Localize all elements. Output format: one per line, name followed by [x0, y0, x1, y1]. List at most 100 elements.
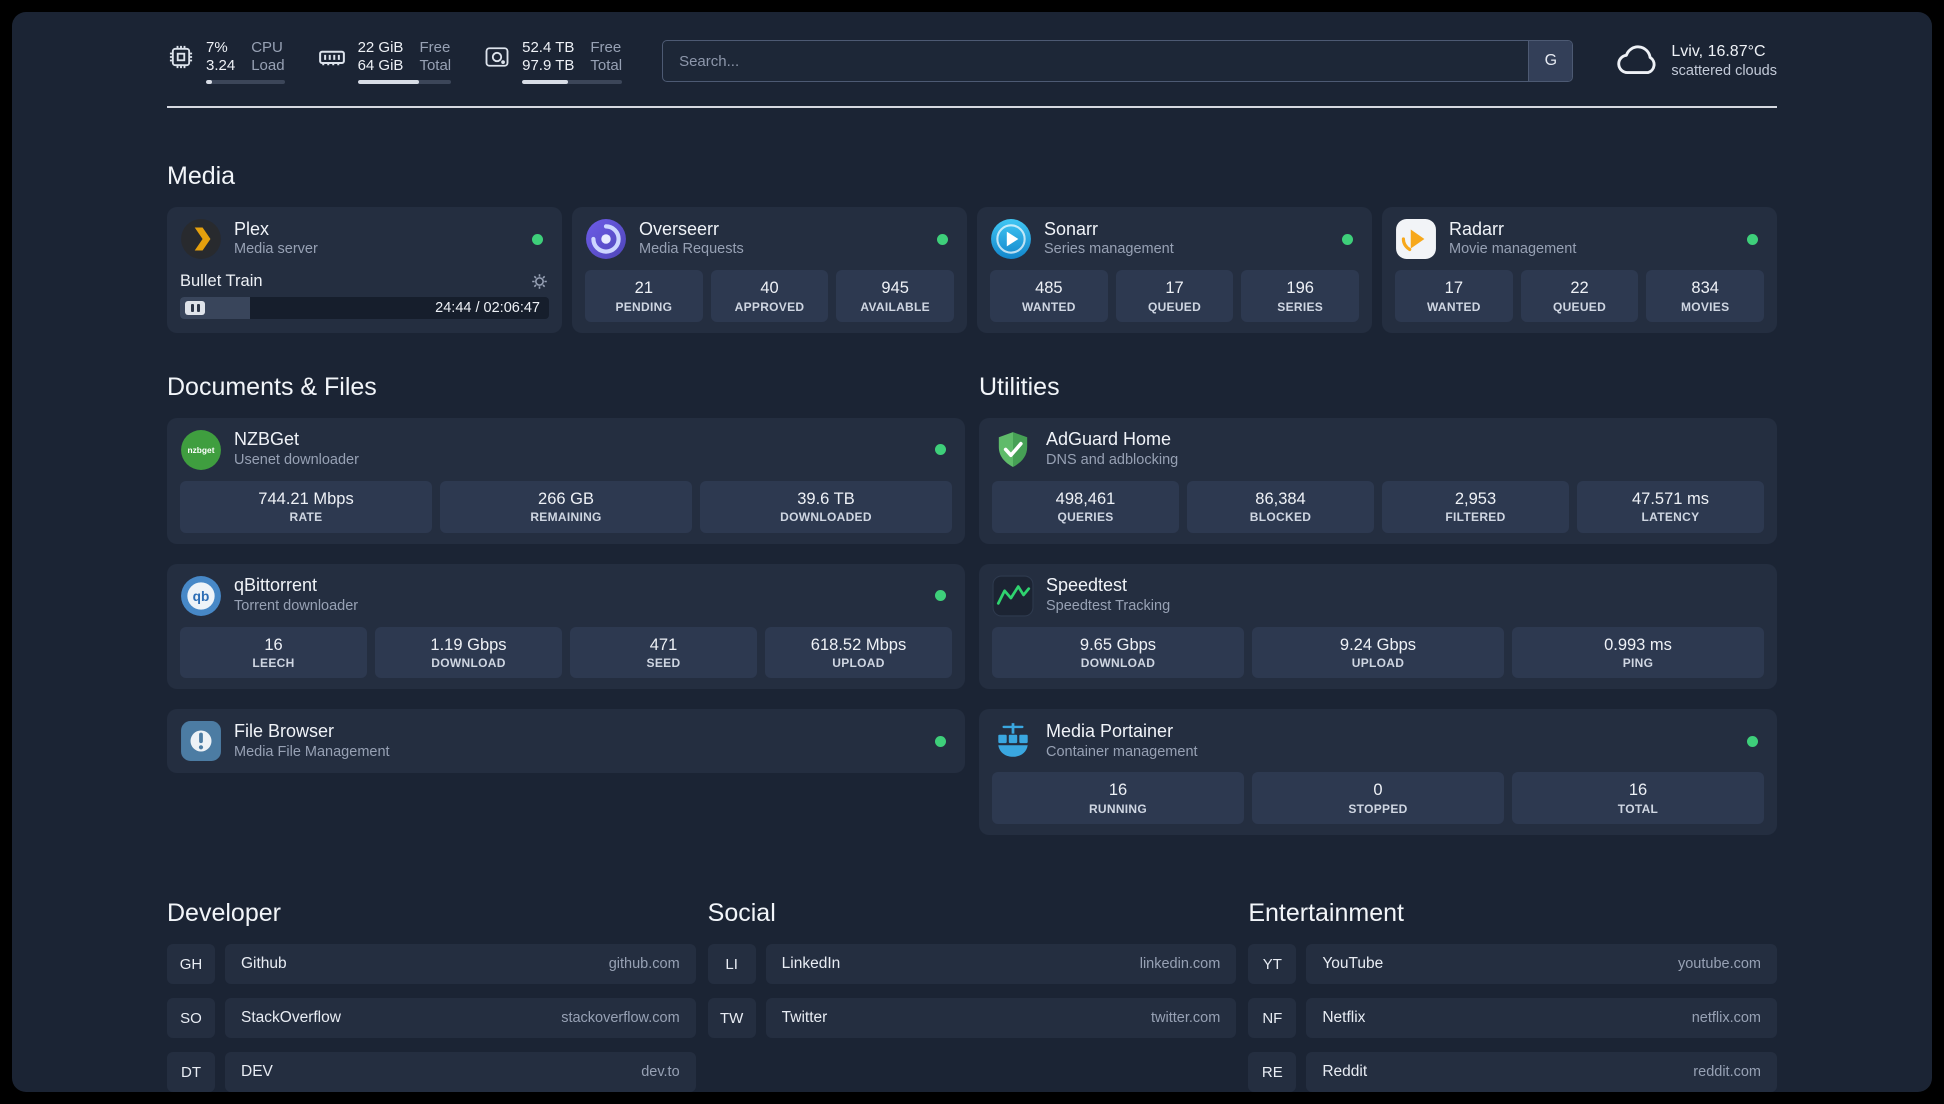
app-name: NZBGet: [234, 429, 300, 450]
pause-icon[interactable]: [185, 301, 205, 315]
bookmark-abbr[interactable]: NF: [1248, 998, 1297, 1039]
overseerr-link[interactable]: Overseerr Media Requests: [585, 218, 954, 260]
memory-progress-track: [357, 79, 452, 84]
app-description: Container management: [1046, 743, 1198, 760]
app-name: Radarr: [1449, 218, 1505, 239]
divider: [167, 106, 1777, 108]
stats-row: 21 PENDING 40 APPROVED 945 AVAILABLE: [585, 270, 955, 322]
cpu-load-label: Load: [251, 56, 285, 74]
stats-row: 744.21 Mbps RATE 266 GB REMAINING 39.6 T…: [180, 480, 952, 533]
radarr-link[interactable]: Radarr Movie management: [1395, 218, 1764, 260]
bookmark-item[interactable]: DT DEV dev.to: [167, 1052, 696, 1092]
bookmark-abbr[interactable]: TW: [707, 998, 756, 1039]
bookmark-item[interactable]: GH Github github.com: [167, 944, 696, 985]
svg-text:qb: qb: [193, 589, 210, 604]
stat-tile: 834 MOVIES: [1646, 270, 1765, 322]
bookmark-item[interactable]: RE Reddit reddit.com: [1248, 1052, 1777, 1092]
stat-label: LEECH: [252, 656, 295, 671]
adguard-link[interactable]: AdGuard Home DNS and adblocking: [992, 429, 1764, 471]
stats-row: 498,461 QUERIES 86,384 BLOCKED 2,953 FIL…: [992, 480, 1764, 533]
weather-condition: scattered clouds: [1671, 63, 1777, 79]
bookmark-item[interactable]: LI LinkedIn linkedin.com: [707, 944, 1237, 985]
bookmark-link[interactable]: StackOverflow stackoverflow.com: [225, 998, 696, 1039]
playback-progress-bar[interactable]: 24:44 / 02:06:47: [180, 297, 549, 319]
bookmark-domain: twitter.com: [1151, 1010, 1221, 1027]
stat-value: 498,461: [1055, 489, 1116, 508]
bookmark-item[interactable]: SO StackOverflow stackoverflow.com: [167, 998, 696, 1039]
speedtest-link[interactable]: Speedtest Speedtest Tracking: [992, 575, 1764, 617]
stat-label: UPLOAD: [1351, 656, 1405, 671]
stat-value: 266 GB: [538, 489, 594, 508]
bookmark-item[interactable]: TW Twitter twitter.com: [707, 998, 1237, 1039]
app-name: Media Portainer: [1046, 721, 1174, 742]
bookmark-link[interactable]: Reddit reddit.com: [1306, 1052, 1777, 1092]
bookmark-name: DEV: [241, 1063, 273, 1081]
plex-link[interactable]: Plex Media server: [180, 218, 549, 260]
stat-value: 9.65 Gbps: [1079, 635, 1157, 654]
section-title-developer: Developer: [167, 899, 281, 928]
bookmark-abbr[interactable]: YT: [1248, 944, 1297, 985]
bookmark-link[interactable]: Twitter twitter.com: [765, 998, 1237, 1039]
section-title-social: Social: [707, 899, 776, 928]
stat-label: QUEUED: [1147, 299, 1202, 314]
bookmark-abbr[interactable]: SO: [167, 998, 215, 1039]
bookmark-link[interactable]: DEV dev.to: [225, 1052, 696, 1092]
status-dot: [1747, 735, 1758, 747]
app-name: AdGuard Home: [1046, 429, 1172, 450]
filebrowser-link[interactable]: File Browser Media File Management: [180, 720, 952, 762]
stat-value: 47.571 ms: [1631, 489, 1710, 508]
status-dot: [1747, 233, 1758, 245]
bookmark-name: LinkedIn: [781, 955, 841, 973]
top-bar: 7% CPU 3.24 Load 22 GiB: [167, 12, 1777, 84]
bookmark-link[interactable]: Github github.com: [225, 944, 696, 985]
stat-label: TOTAL: [1617, 802, 1659, 817]
stat-label: SEED: [646, 656, 681, 671]
cpu-progress-track: [206, 79, 285, 84]
bookmark-item[interactable]: NF Netflix netflix.com: [1248, 998, 1777, 1039]
bookmark-domain: stackoverflow.com: [561, 1010, 680, 1027]
dashboard: 7% CPU 3.24 Load 22 GiB: [12, 12, 1932, 1092]
stat-value: 945: [881, 279, 909, 297]
cloud-icon: [1613, 38, 1659, 84]
sonarr-icon: [990, 218, 1032, 260]
bookmark-abbr[interactable]: RE: [1248, 1052, 1297, 1092]
stat-label: DOWNLOADED: [780, 510, 872, 525]
stat-label: APPROVED: [734, 299, 805, 314]
overseerr-icon: [585, 218, 627, 260]
bookmark-abbr[interactable]: GH: [167, 944, 215, 985]
portainer-link[interactable]: Media Portainer Container management: [992, 720, 1764, 762]
stat-value: 17: [1444, 279, 1464, 297]
stat-value: 0: [1373, 781, 1383, 800]
memory-free-label: Free: [419, 38, 451, 56]
now-playing-title: Bullet Train: [180, 272, 263, 290]
app-name: qBittorrent: [234, 575, 318, 596]
stat-label: AVAILABLE: [860, 299, 930, 314]
bookmark-link[interactable]: LinkedIn linkedin.com: [765, 944, 1237, 985]
qbittorrent-link[interactable]: qb qBittorrent Torrent downloader: [180, 575, 952, 617]
stat-tile: 17 QUEUED: [1115, 270, 1234, 322]
section-title-media: Media: [167, 162, 236, 190]
disk-total-value: 97.9 TB: [522, 56, 575, 74]
app-name: Overseerr: [639, 218, 720, 239]
stat-value: 16: [1628, 781, 1648, 800]
nzbget-link[interactable]: nzbget NZBGet Usenet downloader: [180, 429, 952, 471]
bookmark-domain: github.com: [608, 956, 680, 973]
search-input[interactable]: [663, 41, 1529, 81]
sonarr-link[interactable]: Sonarr Series management: [990, 218, 1359, 260]
stat-value: 618.52 Mbps: [810, 635, 907, 654]
bookmark-list: GH Github github.com SO StackOverflow st…: [167, 944, 696, 1092]
memory-icon: [317, 43, 347, 73]
gear-icon[interactable]: [530, 272, 549, 291]
bookmark-link[interactable]: YouTube youtube.com: [1306, 944, 1777, 985]
app-description: Torrent downloader: [234, 598, 359, 615]
search-engine-button[interactable]: G: [1528, 41, 1573, 81]
bookmark-abbr[interactable]: LI: [707, 944, 756, 985]
app-name: Sonarr: [1044, 218, 1099, 239]
stat-tile: 498,461 QUERIES: [992, 480, 1179, 533]
app-description: Media File Management: [234, 743, 390, 760]
stat-label: MOVIES: [1680, 299, 1730, 314]
bookmark-abbr[interactable]: DT: [167, 1052, 215, 1092]
bookmark-item[interactable]: YT YouTube youtube.com: [1248, 944, 1777, 985]
stat-value: 21: [634, 279, 654, 297]
bookmark-link[interactable]: Netflix netflix.com: [1306, 998, 1777, 1039]
